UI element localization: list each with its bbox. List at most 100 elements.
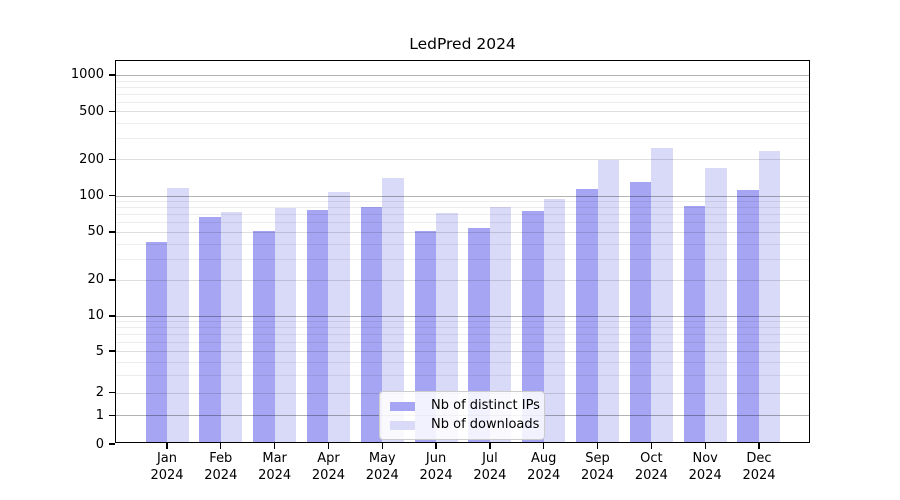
gridline-minor xyxy=(116,80,809,82)
x-axis-tick-label: Nov 2024 xyxy=(677,451,733,484)
x-label-month: Feb xyxy=(209,451,233,466)
x-axis-tick-label: Mar 2024 xyxy=(247,451,303,484)
gridline xyxy=(116,74,809,76)
x-axis-tick-label: Feb 2024 xyxy=(193,451,249,484)
x-axis-tick xyxy=(381,443,383,449)
bar-downloads-oct xyxy=(651,147,673,442)
x-axis-tick xyxy=(596,443,599,449)
legend-item-distinct-ips: Nb of distinct IPs xyxy=(386,398,540,414)
x-axis-tick-label: Apr 2024 xyxy=(300,451,356,484)
x-axis-tick xyxy=(489,443,491,449)
y-axis-tick xyxy=(109,74,115,76)
y-axis-tick xyxy=(109,443,115,445)
bar-downloads-sep xyxy=(597,160,620,442)
y-axis-tick xyxy=(109,414,115,417)
x-axis-tick xyxy=(758,443,760,449)
bar-distinct-ips-jul xyxy=(468,227,490,442)
y-axis-tick xyxy=(109,350,115,352)
gridline-minor xyxy=(116,101,809,103)
x-label-year: 2024 xyxy=(258,467,292,483)
y-axis-tick xyxy=(109,279,115,281)
y-axis-tick xyxy=(109,158,115,160)
x-label-year: 2024 xyxy=(419,467,453,483)
bar-distinct-ips-feb xyxy=(199,217,221,442)
x-axis-tick xyxy=(543,443,545,449)
legend: Nb of distinct IPs Nb of downloads xyxy=(379,391,545,440)
x-axis-tick-label: Jun 2024 xyxy=(408,451,464,484)
x-label-month: Mar xyxy=(262,451,287,466)
x-label-year: 2024 xyxy=(204,467,238,483)
x-axis-tick xyxy=(220,443,222,449)
y-axis-tick-label: 50 xyxy=(87,224,104,240)
x-axis-tick-label: Sep 2024 xyxy=(570,451,626,484)
x-axis-tick xyxy=(166,443,168,449)
y-axis-tick-label: 2 xyxy=(95,385,104,401)
x-label-month: Jan xyxy=(156,451,178,466)
y-axis-tick-label: 10 xyxy=(87,308,104,324)
bar-distinct-ips-jan xyxy=(145,241,167,442)
x-axis-tick-label: Aug 2024 xyxy=(516,451,572,484)
gridline-minor xyxy=(116,93,809,95)
gridline-minor xyxy=(116,138,809,140)
x-label-month: Oct xyxy=(640,451,663,466)
bar-downloads-aug xyxy=(543,198,566,442)
y-axis-tick-label: 0 xyxy=(95,436,104,452)
gridline-minor xyxy=(116,86,809,88)
x-axis-tick-label: Jan 2024 xyxy=(139,451,195,484)
bar-distinct-ips-oct xyxy=(629,181,652,442)
gridline-minor xyxy=(116,123,809,124)
bar-distinct-ips-mar xyxy=(253,231,275,442)
x-label-year: 2024 xyxy=(688,467,722,483)
x-label-month: May xyxy=(368,451,396,466)
legend-label-downloads: Nb of downloads xyxy=(431,417,540,432)
y-axis-tick-label: 20 xyxy=(87,272,104,288)
y-axis-tick-label: 100 xyxy=(79,188,104,204)
y-axis-tick-label: 200 xyxy=(79,151,104,167)
x-label-year: 2024 xyxy=(527,467,561,483)
bar-distinct-ips-nov xyxy=(683,206,706,442)
bar-downloads-jul xyxy=(489,206,512,442)
y-axis-tick-label: 500 xyxy=(79,103,104,119)
bar-distinct-ips-aug xyxy=(522,210,544,442)
bar-distinct-ips-may xyxy=(360,206,383,442)
x-label-month: Dec xyxy=(746,451,772,466)
x-axis-tick-label: Oct 2024 xyxy=(623,451,679,484)
x-label-year: 2024 xyxy=(580,467,615,483)
legend-swatch-distinct-ips xyxy=(390,401,415,411)
x-label-year: 2024 xyxy=(311,467,345,483)
x-label-year: 2024 xyxy=(634,467,668,483)
x-label-year: 2024 xyxy=(473,467,507,483)
bar-distinct-ips-dec xyxy=(737,189,759,442)
x-axis-tick xyxy=(327,443,330,449)
bar-downloads-dec xyxy=(758,150,781,442)
bar-downloads-feb xyxy=(220,212,243,442)
x-axis-tick-label: May 2024 xyxy=(354,451,410,484)
chart-title: LedPred 2024 xyxy=(409,35,516,53)
x-label-month: Nov xyxy=(692,451,718,466)
y-axis-tick-label: 1000 xyxy=(70,67,104,83)
gridline xyxy=(116,159,809,161)
bar-distinct-ips-jun xyxy=(414,231,437,442)
legend-label-distinct-ips: Nb of distinct IPs xyxy=(431,398,540,413)
plot-area: 0 1 2 5 10 20 50 100 200 500 1000 Jan 2024 Feb 2024 Mar… xyxy=(71,60,810,483)
x-axis-tick-label: Jul 2024 xyxy=(462,451,518,484)
y-axis-tick xyxy=(109,315,115,317)
x-label-year: 2024 xyxy=(742,467,776,483)
x-label-year: 2024 xyxy=(365,467,399,483)
bar-downloads-jan xyxy=(167,187,189,442)
x-label-year: 2024 xyxy=(150,467,184,483)
x-axis-tick xyxy=(273,443,276,449)
x-label-month: Jun xyxy=(425,451,447,466)
bar-downloads-apr xyxy=(328,191,350,442)
bar-downloads-may xyxy=(382,177,404,442)
legend-item-downloads: Nb of downloads xyxy=(386,417,539,433)
x-label-month: Aug xyxy=(531,451,557,466)
bar-distinct-ips-apr xyxy=(306,210,329,442)
bar-downloads-jun xyxy=(436,213,458,442)
x-label-month: Apr xyxy=(317,451,340,466)
x-label-month: Jul xyxy=(482,451,498,466)
y-axis-tick xyxy=(109,392,115,394)
y-axis-tick-label: 5 xyxy=(95,343,104,359)
x-label-month: Sep xyxy=(585,451,610,466)
x-axis-tick xyxy=(650,443,652,449)
